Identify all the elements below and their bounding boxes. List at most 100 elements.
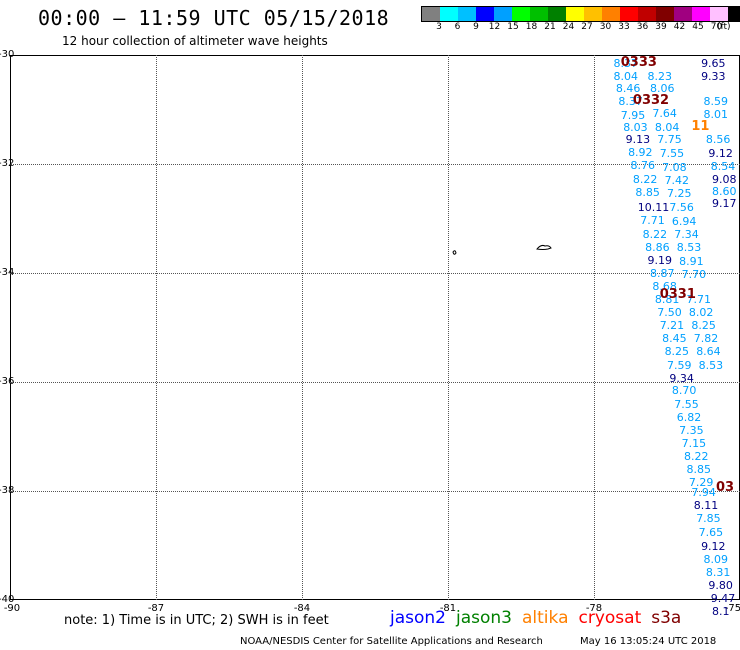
wave-height-value: 8.91 — [679, 255, 704, 268]
wave-height-value: 9.12 — [708, 147, 733, 161]
units-note: note: 1) Time is in UTC; 2) SWH is in fe… — [64, 613, 329, 628]
legend-unit: (ft) — [717, 22, 731, 32]
wave-height-value: 7.59 — [667, 358, 692, 372]
wave-height-value: 8.53 — [698, 358, 724, 372]
legend-tick-label: 9 — [473, 22, 479, 32]
legend-swatch — [602, 7, 620, 21]
legend-swatch — [458, 7, 476, 21]
parallel-line — [10, 382, 740, 383]
wave-height-value: 8.59 — [703, 95, 729, 109]
legend-tick-label: 45 — [692, 22, 704, 32]
legend-tick-label: 21 — [544, 22, 556, 32]
wave-height-value: 9.17 — [712, 197, 737, 211]
wave-height-value: 8.02 — [688, 306, 714, 320]
wave-height-value: 8.87 — [649, 267, 675, 280]
wave-height-value: 8.22 — [642, 227, 668, 241]
wave-height-value: 8.85 — [635, 186, 660, 200]
wave-height-value: 9.33 — [701, 69, 726, 83]
legend-swatch — [548, 7, 566, 21]
wave-height-value: 7.35 — [679, 423, 704, 437]
wave-height-value: 8.46 — [615, 81, 641, 95]
wave-height-value: 8.64 — [696, 345, 721, 359]
satellite-name: jason3 — [456, 608, 512, 628]
longitude-label: -78 — [585, 603, 603, 614]
wave-height-value: 8.76 — [630, 159, 656, 173]
satellite-name: s3a — [651, 608, 682, 628]
wave-height-value: 8.22 — [632, 172, 658, 186]
wave-height-value: 8.37 — [618, 95, 643, 109]
legend-ticks: 3 6 9 12 15 18 21 24 27 30 33 36 39 42 45 70 — [421, 22, 740, 36]
wave-height-value: 8.22 — [684, 450, 709, 464]
wave-height-value: 8.03 — [623, 120, 648, 134]
longitude-label: -75 — [724, 603, 740, 614]
wave-height-value: 9.08 — [712, 172, 737, 186]
wave-height-value: 8.60 — [712, 185, 737, 199]
wave-height-value: 9.34 — [669, 371, 694, 385]
wave-height-value: 8.04 — [654, 120, 680, 134]
legend-swatch — [584, 7, 602, 21]
pass-time-label: 11 — [691, 118, 710, 134]
latitude-label: -30 — [0, 49, 15, 60]
legend-tick-label: 18 — [525, 22, 538, 32]
wave-height-value: 9.12 — [701, 539, 726, 553]
latitude-label: -32 — [0, 158, 15, 169]
wave-height-value: 8.01 — [703, 107, 729, 121]
legend-swatch — [512, 7, 530, 21]
parallel-line — [10, 273, 740, 274]
wave-height-value: 7.70 — [681, 268, 707, 282]
legend-swatch — [440, 7, 458, 21]
generated-timestamp: May 16 13:05:24 UTC 2018 — [580, 636, 717, 647]
wave-height-value: 7.82 — [693, 332, 719, 346]
wave-height-value: 8.81 — [654, 293, 680, 307]
pass-time-label: 0332 — [632, 92, 670, 108]
longitude-label: -90 — [3, 603, 21, 614]
credit-line: NOAA/NESDIS Center for Satellite Applica… — [240, 636, 543, 647]
pass-time-label: 0331 — [659, 286, 696, 302]
wave-height-value: 8.85 — [686, 463, 711, 477]
island-shape — [536, 244, 552, 250]
wave-height-value: 7.85 — [696, 512, 721, 526]
legend-tick-label: 15 — [507, 22, 519, 32]
color-legend — [421, 6, 740, 22]
legend-tick-label: 24 — [562, 22, 575, 32]
wave-height-value: 8.04 — [613, 69, 638, 83]
meridian-line — [302, 55, 303, 600]
wave-height-value: 9.19 — [647, 254, 673, 268]
wave-height-value: 9.65 — [701, 57, 726, 71]
wave-height-value: 9.47 — [710, 591, 736, 605]
parallel-line — [10, 164, 740, 165]
wave-height-value: 7.42 — [664, 174, 690, 188]
legend-tick-label: 3 — [436, 22, 442, 32]
wave-height-value: 7.71 — [686, 293, 711, 307]
wave-height-value: 7.55 — [659, 147, 685, 161]
wave-height-value: 7.21 — [659, 319, 685, 333]
wave-height-value: 7.65 — [698, 525, 724, 539]
satellite-name: cryosat — [578, 608, 642, 628]
island-shape — [452, 250, 457, 255]
latitude-label: -38 — [0, 485, 15, 496]
wave-height-value: 7.95 — [620, 108, 646, 122]
map-subtitle: 12 hour collection of altimeter wave hei… — [62, 34, 328, 48]
legend-tick-label: 33 — [618, 22, 630, 32]
wave-height-value: 8.25 — [664, 345, 690, 359]
wave-height-value: 8.25 — [691, 319, 716, 333]
wave-height-value: 7.55 — [674, 397, 699, 411]
wave-height-value: 8.09 — [703, 552, 729, 566]
legend-swatch — [494, 7, 512, 21]
legend-swatch — [728, 7, 740, 21]
pass-time-label: 03 — [716, 480, 735, 496]
wave-height-value: 8.86 — [645, 240, 670, 254]
wave-height-value: 8.11 — [693, 499, 719, 513]
legend-tick-label: 42 — [673, 22, 686, 32]
legend-swatch — [674, 7, 692, 21]
wave-height-value: 8.56 — [705, 133, 731, 147]
wave-height-value: 8.06 — [649, 81, 675, 95]
longitude-label: -84 — [293, 603, 311, 614]
wave-height-value: 8.37 — [613, 57, 638, 71]
wave-height-value: 7.25 — [667, 187, 692, 201]
wave-height-value: 9.13 — [625, 133, 651, 147]
wave-height-value: 8.53 — [676, 241, 702, 255]
legend-tick-label: 70 — [710, 22, 723, 32]
latitude-label: -34 — [0, 267, 15, 278]
legend-tick-label: 30 — [599, 22, 612, 32]
